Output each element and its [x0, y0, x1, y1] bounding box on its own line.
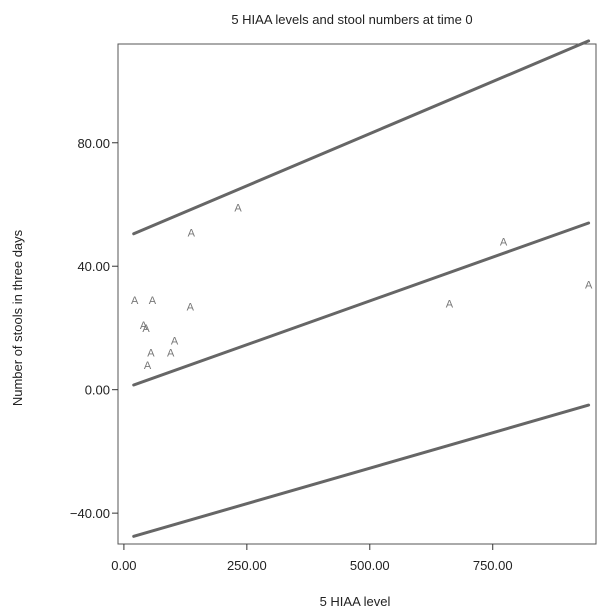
data-point: A	[142, 323, 150, 335]
data-point: A	[500, 237, 508, 249]
data-point: A	[234, 203, 242, 215]
chart-title: 5 HIAA levels and stool numbers at time …	[231, 12, 472, 27]
x-tick-label: 250.00	[227, 558, 267, 573]
data-point: A	[140, 320, 148, 332]
x-tick-label: 500.00	[350, 558, 390, 573]
data-point: A	[187, 301, 195, 313]
data-point: A	[149, 295, 157, 307]
plot-area	[117, 43, 597, 545]
data-point: A	[446, 298, 454, 310]
y-axis-title: Number of stools in three days	[10, 229, 25, 406]
data-point: A	[144, 360, 152, 372]
data-point: A	[147, 348, 155, 360]
data-point: A	[188, 227, 196, 239]
plot-border	[117, 43, 597, 545]
line-fit	[132, 221, 591, 387]
y-tick-label: −40.00	[70, 506, 110, 521]
x-tick-label: 0.00	[111, 558, 136, 573]
x-tick-label: 750.00	[473, 558, 513, 573]
y-tick-label: 0.00	[85, 383, 110, 398]
data-point: A	[167, 348, 175, 360]
y-tick-label: 40.00	[77, 259, 110, 274]
data-point: A	[171, 335, 179, 347]
x-axis: 0.00 250.00 500.00 750.00	[111, 544, 513, 573]
y-tick-label: 80.00	[77, 136, 110, 151]
data-point: A	[585, 280, 593, 292]
line-lower	[132, 403, 591, 538]
line-upper	[132, 39, 591, 236]
regression-lines	[132, 39, 591, 538]
x-axis-title: 5 HIAA level	[320, 594, 391, 609]
data-point: A	[131, 295, 139, 307]
y-axis: −40.00 0.00 40.00 80.00	[70, 136, 118, 521]
